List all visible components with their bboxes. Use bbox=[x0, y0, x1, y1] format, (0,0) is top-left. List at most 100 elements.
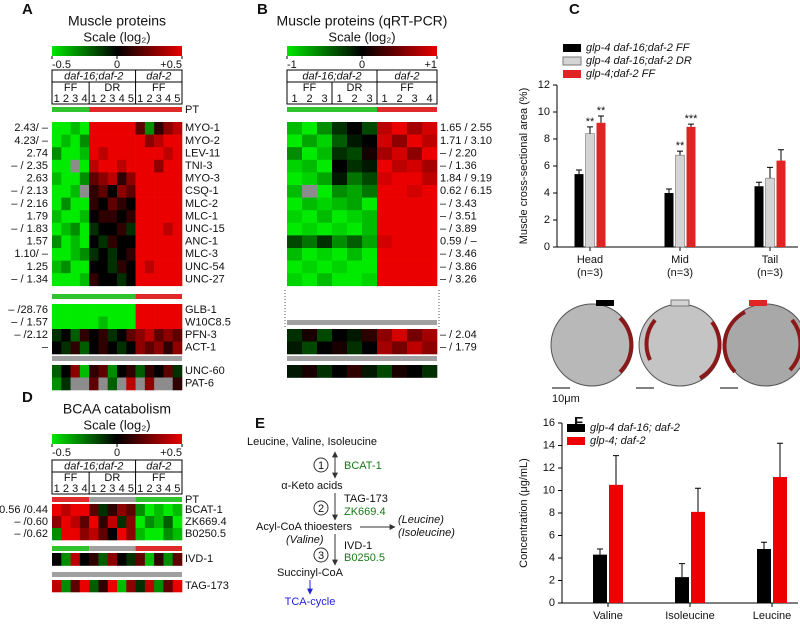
error-bar bbox=[695, 487, 701, 512]
heatmap-cell bbox=[362, 235, 378, 249]
fold-change: 1.25 bbox=[27, 261, 48, 273]
heatmap-cell bbox=[126, 235, 136, 249]
replicate-label: 1 bbox=[381, 93, 387, 105]
heatmap-cell bbox=[126, 329, 136, 342]
replicate-label: 4 bbox=[81, 93, 87, 105]
heatmap-cell bbox=[347, 222, 363, 236]
heatmap-cell bbox=[332, 273, 348, 287]
row-label: UNC-60 bbox=[185, 365, 225, 377]
bar bbox=[686, 126, 696, 247]
heatmap-cell bbox=[154, 235, 164, 249]
missing-cell bbox=[135, 377, 146, 391]
fold-change: 0.59 / – bbox=[440, 236, 478, 248]
heatmap-cell bbox=[52, 553, 62, 566]
fold-change: 2.43/ – bbox=[14, 122, 49, 134]
heatmap-cell bbox=[287, 197, 303, 211]
fold-change: – / 3.26 bbox=[440, 273, 477, 285]
heatmap-cell bbox=[61, 341, 71, 355]
heatmap-cell bbox=[317, 134, 333, 148]
heatmap-cell bbox=[70, 516, 81, 529]
fold-change: 1.79 bbox=[27, 210, 48, 222]
heatmap-cell bbox=[117, 329, 127, 342]
replicate-label: 3 bbox=[321, 93, 327, 105]
heatmap-cell bbox=[144, 528, 155, 541]
x-tick-label: Isoleucine bbox=[665, 610, 715, 622]
heatmap-cell bbox=[52, 235, 62, 249]
heatmap-cell bbox=[317, 365, 333, 378]
heatmap-cell bbox=[362, 210, 378, 224]
heatmap-cell bbox=[172, 580, 183, 593]
heatmap-cell bbox=[107, 147, 118, 161]
heatmap-cell bbox=[317, 273, 333, 287]
heatmap-cell bbox=[70, 273, 81, 287]
chart-title: Muscle proteins (qRT-PCR) bbox=[277, 13, 448, 29]
heatmap-cell bbox=[154, 304, 164, 317]
enzyme: BCAT-1 bbox=[344, 460, 382, 472]
group-strip bbox=[287, 107, 332, 112]
heatmap-cell bbox=[89, 185, 99, 198]
heatmap-cell bbox=[407, 210, 423, 224]
significance: ** bbox=[676, 140, 685, 152]
heatmap-cell bbox=[79, 516, 90, 529]
heatmap-cell bbox=[347, 122, 363, 135]
legend-swatch bbox=[563, 44, 581, 52]
heatmap-cell bbox=[332, 172, 348, 186]
heatmap-cell bbox=[89, 580, 99, 593]
heatmap-cell bbox=[317, 122, 333, 135]
heatmap-cell bbox=[332, 365, 348, 378]
replicate-label: 2 bbox=[63, 93, 69, 105]
heatmap-cell bbox=[107, 185, 118, 198]
error-bar bbox=[679, 563, 685, 578]
row-label: MLC-2 bbox=[185, 198, 218, 210]
replicate-label: 2 bbox=[146, 483, 152, 495]
condition-label: DR bbox=[104, 82, 120, 94]
heatmap-cell bbox=[107, 516, 118, 529]
heatmap-cell bbox=[135, 222, 146, 236]
heatmap-cell bbox=[154, 329, 164, 342]
heatmap-cell bbox=[154, 273, 164, 287]
bar bbox=[754, 186, 764, 247]
heatmap-cell bbox=[89, 147, 99, 161]
colorbar bbox=[52, 46, 182, 56]
y-tick-label: 12 bbox=[543, 462, 555, 474]
row-label: MYO-2 bbox=[185, 135, 220, 147]
heatmap-cell bbox=[107, 235, 118, 249]
heatmap-cell bbox=[377, 172, 393, 186]
row-label: CSQ-1 bbox=[185, 185, 219, 197]
heatmap-cell bbox=[172, 185, 183, 198]
branch: (Isoleucine) bbox=[398, 527, 455, 539]
enzyme: TAG-173 bbox=[344, 493, 388, 505]
heatmap-cell bbox=[89, 528, 99, 541]
heatmap-cell bbox=[70, 248, 81, 261]
heatmap-cell bbox=[302, 210, 318, 224]
heatmap-cell bbox=[135, 580, 146, 593]
heatmap-cell bbox=[144, 134, 155, 148]
heatmap-cell bbox=[89, 329, 99, 342]
heatmap-cell bbox=[98, 222, 109, 236]
heatmap-cell bbox=[144, 504, 155, 517]
fold-change: – / 1.79 bbox=[440, 342, 477, 354]
heatmap-cell bbox=[287, 329, 303, 342]
heatmap-cell bbox=[52, 329, 62, 342]
heatmap-cell bbox=[117, 134, 127, 148]
group-strip bbox=[332, 107, 377, 112]
replicate-label: 2 bbox=[146, 93, 152, 105]
heatmap-cell bbox=[392, 159, 408, 173]
row-label: MLC-1 bbox=[185, 210, 218, 222]
heatmap-cell bbox=[347, 185, 363, 198]
heatmap-cell bbox=[126, 365, 136, 378]
bar bbox=[585, 133, 595, 248]
heatmap-cell bbox=[172, 365, 183, 378]
heatmap-cell bbox=[126, 248, 136, 261]
heatmap-cell bbox=[61, 304, 71, 317]
heatmap-cell bbox=[347, 329, 363, 342]
heatmap-cell bbox=[163, 210, 174, 224]
heatmap-cell bbox=[52, 580, 62, 593]
fold-change: 4.23/ – bbox=[14, 135, 49, 147]
colorbar-tick-label: 0 bbox=[114, 447, 120, 459]
error-bar bbox=[778, 149, 784, 161]
heatmap-cell bbox=[126, 210, 136, 224]
heatmap-cell bbox=[135, 122, 146, 135]
heatmap-cell bbox=[107, 341, 118, 355]
replicate-label: 2 bbox=[306, 93, 312, 105]
